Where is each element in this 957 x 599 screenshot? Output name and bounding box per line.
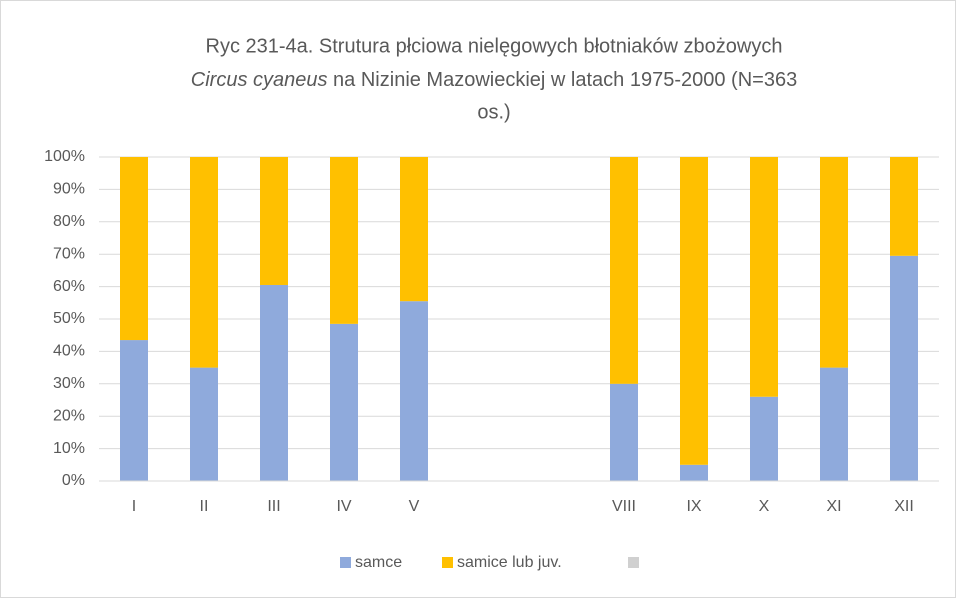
bar-segment (400, 157, 428, 302)
x-tick-label: XI (826, 498, 841, 515)
bar-segment (190, 367, 218, 481)
y-tick-label: 80% (53, 213, 85, 230)
x-tick-label: IX (686, 498, 701, 515)
x-tick-label: I (132, 498, 136, 515)
chart-title-part: na Nizinie Mazowieckiej w latach 1975-20… (328, 69, 798, 91)
y-tick-label: 40% (53, 343, 85, 360)
x-tick-label: II (200, 498, 209, 515)
bar-segment (820, 367, 848, 481)
bar-segment (190, 157, 218, 368)
y-tick-label: 0% (62, 472, 85, 489)
bar-segment (610, 157, 638, 384)
bar-segment (260, 157, 288, 285)
chart-title-italic: Circus cyaneus (191, 69, 328, 91)
y-tick-label: 50% (53, 310, 85, 327)
bar-segment (750, 396, 778, 481)
chart-title-line: Ryc 231-4a. Strutura płciowa nielęgowych… (206, 35, 783, 57)
x-tick-label: XII (894, 498, 914, 515)
bar-segment (890, 157, 918, 256)
chart-title-line: os.) (477, 101, 510, 123)
bar-segment (260, 284, 288, 481)
bar-segment (890, 255, 918, 481)
bar-segment (330, 157, 358, 324)
bar-segment (330, 323, 358, 481)
y-tick-label: 30% (53, 375, 85, 392)
bar-segment (400, 301, 428, 481)
y-tick-label: 20% (53, 407, 85, 424)
bar-segment (680, 157, 708, 465)
y-tick-label: 10% (53, 440, 85, 457)
legend-swatch (340, 557, 351, 568)
x-tick-label: IV (336, 498, 351, 515)
x-tick-label: VIII (612, 498, 636, 515)
bar-segment (680, 464, 708, 481)
bar-segment (750, 157, 778, 397)
bar-segment (120, 157, 148, 341)
chart-title-line: Circus cyaneus na Nizinie Mazowieckiej w… (191, 69, 797, 91)
legend-swatch (628, 557, 639, 568)
y-tick-label: 70% (53, 245, 85, 262)
x-tick-label: V (409, 498, 420, 515)
x-tick-label: III (267, 498, 280, 515)
y-tick-label: 100% (44, 148, 85, 165)
bar-segment (820, 157, 848, 368)
y-tick-label: 90% (53, 181, 85, 198)
legend-label: samice lub juv. (457, 554, 562, 571)
y-tick-label: 60% (53, 278, 85, 295)
bar-segment (610, 383, 638, 481)
bar-segment (120, 340, 148, 481)
legend-swatch (442, 557, 453, 568)
legend-label: samce (355, 554, 402, 571)
x-tick-label: X (759, 498, 770, 515)
